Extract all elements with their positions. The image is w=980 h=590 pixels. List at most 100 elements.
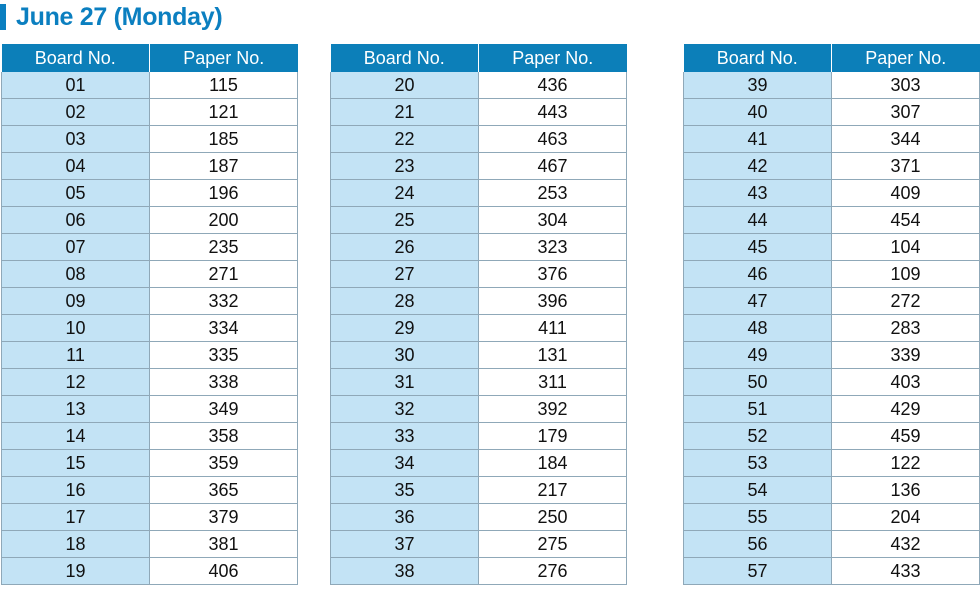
board-no-cell: 01 [1,72,150,99]
paper-no-cell: 115 [149,72,298,99]
board-no-cell: 43 [683,179,832,207]
paper-no-cell: 365 [149,476,298,504]
paper-no-cell: 311 [478,368,627,396]
table-row: 56 432 [683,530,980,558]
board-no-cell: 34 [330,449,479,477]
board-no-cell: 30 [330,341,479,369]
table-row: 32 392 [330,395,627,423]
table-row: 21 443 [330,98,627,126]
paper-no-cell: 406 [149,557,298,585]
paper-no-cell: 272 [831,287,980,315]
paper-no-cell: 335 [149,341,298,369]
table-body: 20 436 21 443 22 463 23 467 24 253 25 304 26 323 27 376… [330,72,627,585]
table-row: 57 433 [683,557,980,585]
paper-no-cell: 409 [831,179,980,207]
board-no-cell: 39 [683,72,832,99]
paper-no-cell: 323 [478,233,627,261]
table-row: 29 411 [330,314,627,342]
table-row: 23 467 [330,152,627,180]
table-row: 25 304 [330,206,627,234]
board-no-cell: 29 [330,314,479,342]
paper-no-cell: 334 [149,314,298,342]
board-no-cell: 22 [330,125,479,153]
board-no-cell: 12 [1,368,150,396]
board-no-cell: 19 [1,557,150,585]
board-no-cell: 17 [1,503,150,531]
board-no-cell: 53 [683,449,832,477]
board-no-cell: 35 [330,476,479,504]
board-no-cell: 44 [683,206,832,234]
table-row: 52 459 [683,422,980,450]
paper-no-cell: 109 [831,260,980,288]
paper-no-cell: 344 [831,125,980,153]
paper-no-cell: 443 [478,98,627,126]
paper-no-cell: 303 [831,72,980,99]
schedule-table-1-container: Board No. Paper No. 01 115 02 121 03 185 04 187… [1,44,298,585]
board-no-cell: 14 [1,422,150,450]
board-no-cell: 21 [330,98,479,126]
paper-no-cell: 459 [831,422,980,450]
paper-no-cell: 358 [149,422,298,450]
table-row: 44 454 [683,206,980,234]
table-row: 06 200 [1,206,298,234]
board-no-cell: 13 [1,395,150,423]
table-row: 38 276 [330,557,627,585]
table-row: 10 334 [1,314,298,342]
table-row: 33 179 [330,422,627,450]
board-no-header: Board No. [1,44,150,72]
paper-no-cell: 136 [831,476,980,504]
board-no-header: Board No. [683,44,832,72]
paper-no-cell: 304 [478,206,627,234]
table-row: 43 409 [683,179,980,207]
schedule-table-3-container: Board No. Paper No. 39 303 40 307 41 344 42 371… [683,44,980,585]
table-row: 37 275 [330,530,627,558]
board-no-cell: 33 [330,422,479,450]
paper-no-cell: 185 [149,125,298,153]
paper-no-header: Paper No. [478,44,627,72]
paper-no-cell: 276 [478,557,627,585]
board-no-cell: 20 [330,72,479,99]
schedule-table-1: Board No. Paper No. 01 115 02 121 03 185 04 187… [1,44,298,585]
board-no-cell: 11 [1,341,150,369]
board-no-cell: 57 [683,557,832,585]
board-no-cell: 28 [330,287,479,315]
board-no-header: Board No. [330,44,479,72]
table-row: 04 187 [1,152,298,180]
table-row: 01 115 [1,72,298,99]
table-header-row: Board No. Paper No. [683,44,980,72]
table-body: 01 115 02 121 03 185 04 187 05 196 06 200 07 235 08 271… [1,72,298,585]
table-row: 09 332 [1,287,298,315]
paper-no-cell: 381 [149,530,298,558]
paper-no-cell: 359 [149,449,298,477]
board-no-cell: 55 [683,503,832,531]
table-row: 55 204 [683,503,980,531]
board-no-cell: 49 [683,341,832,369]
page-title-bar: June 27 (Monday) [0,3,223,31]
board-no-cell: 31 [330,368,479,396]
paper-no-cell: 403 [831,368,980,396]
board-no-cell: 50 [683,368,832,396]
paper-no-cell: 275 [478,530,627,558]
table-row: 27 376 [330,260,627,288]
paper-no-cell: 338 [149,368,298,396]
board-no-cell: 41 [683,125,832,153]
paper-no-header: Paper No. [149,44,298,72]
board-no-cell: 07 [1,233,150,261]
schedule-table-2-container: Board No. Paper No. 20 436 21 443 22 463 23 467… [330,44,627,585]
paper-no-cell: 429 [831,395,980,423]
paper-no-cell: 379 [149,503,298,531]
table-row: 17 379 [1,503,298,531]
table-row: 02 121 [1,98,298,126]
table-row: 34 184 [330,449,627,477]
schedule-table-3: Board No. Paper No. 39 303 40 307 41 344 42 371… [683,44,980,585]
table-row: 16 365 [1,476,298,504]
table-row: 53 122 [683,449,980,477]
paper-no-cell: 392 [478,395,627,423]
table-row: 11 335 [1,341,298,369]
board-no-cell: 06 [1,206,150,234]
paper-no-cell: 339 [831,341,980,369]
table-row: 20 436 [330,72,627,99]
paper-no-cell: 104 [831,233,980,261]
board-no-cell: 04 [1,152,150,180]
table-header-row: Board No. Paper No. [330,44,627,72]
